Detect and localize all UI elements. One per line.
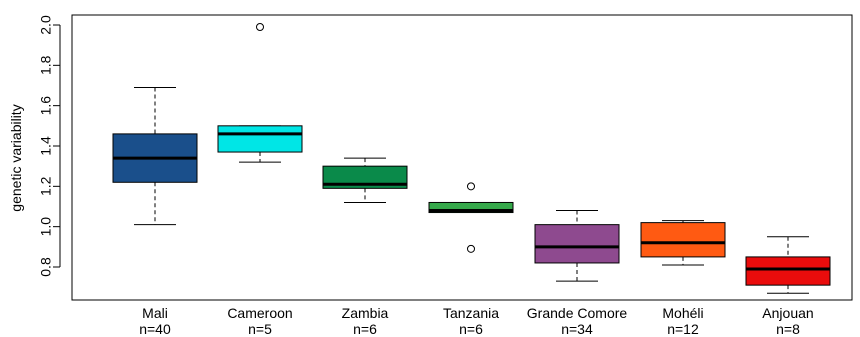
plot-frame [71, 14, 853, 301]
iqr-box [217, 125, 303, 153]
iqr-box [322, 165, 408, 189]
y-tick-label: 1.2 [38, 176, 54, 196]
x-sample-size-label: n=12 [667, 321, 699, 337]
y-axis: 0.8 1.0 1.2 1.4 1.6 1.8 2.0 [38, 15, 61, 277]
y-tick-label: 2.0 [38, 15, 54, 35]
box-group [112, 87, 198, 226]
x-category-label: Anjouan [762, 305, 813, 321]
y-axis-label: genetic variability [8, 104, 24, 211]
x-category-label: Cameroon [227, 305, 292, 321]
iqr-box [534, 224, 620, 264]
outlier-point [467, 182, 475, 191]
x-category-label: Mali [142, 305, 168, 321]
y-tick-label: 0.8 [38, 257, 54, 277]
x-sample-size-label: n=6 [353, 321, 377, 337]
x-sample-size-label: n=34 [561, 321, 593, 337]
box-group [428, 182, 514, 253]
x-category-label: Grande Comore [527, 305, 628, 321]
iqr-box [745, 256, 831, 286]
x-category-label: Zambia [342, 305, 389, 321]
box-group [640, 220, 726, 266]
x-axis-labels: Malin=40Cameroonn=5Zambian=6Tanzanian=6G… [139, 305, 813, 337]
outlier-point [467, 244, 475, 253]
y-tick-label: 1.4 [38, 136, 54, 156]
x-category-label: Mohéli [662, 305, 703, 321]
boxes-layer [112, 23, 831, 294]
box-group [322, 157, 408, 203]
outlier-point [256, 23, 264, 32]
y-tick-label: 1.8 [38, 55, 54, 75]
x-category-label: Tanzania [443, 305, 499, 321]
iqr-box [640, 222, 726, 258]
x-sample-size-label: n=5 [248, 321, 272, 337]
y-tick-label: 1.0 [38, 217, 54, 237]
box-group [745, 236, 831, 294]
x-sample-size-label: n=6 [459, 321, 483, 337]
x-sample-size-label: n=40 [139, 321, 171, 337]
box-group [534, 210, 620, 282]
y-tick-label: 1.6 [38, 96, 54, 116]
iqr-box [428, 201, 514, 214]
x-sample-size-label: n=8 [776, 321, 800, 337]
box-group [217, 23, 303, 163]
